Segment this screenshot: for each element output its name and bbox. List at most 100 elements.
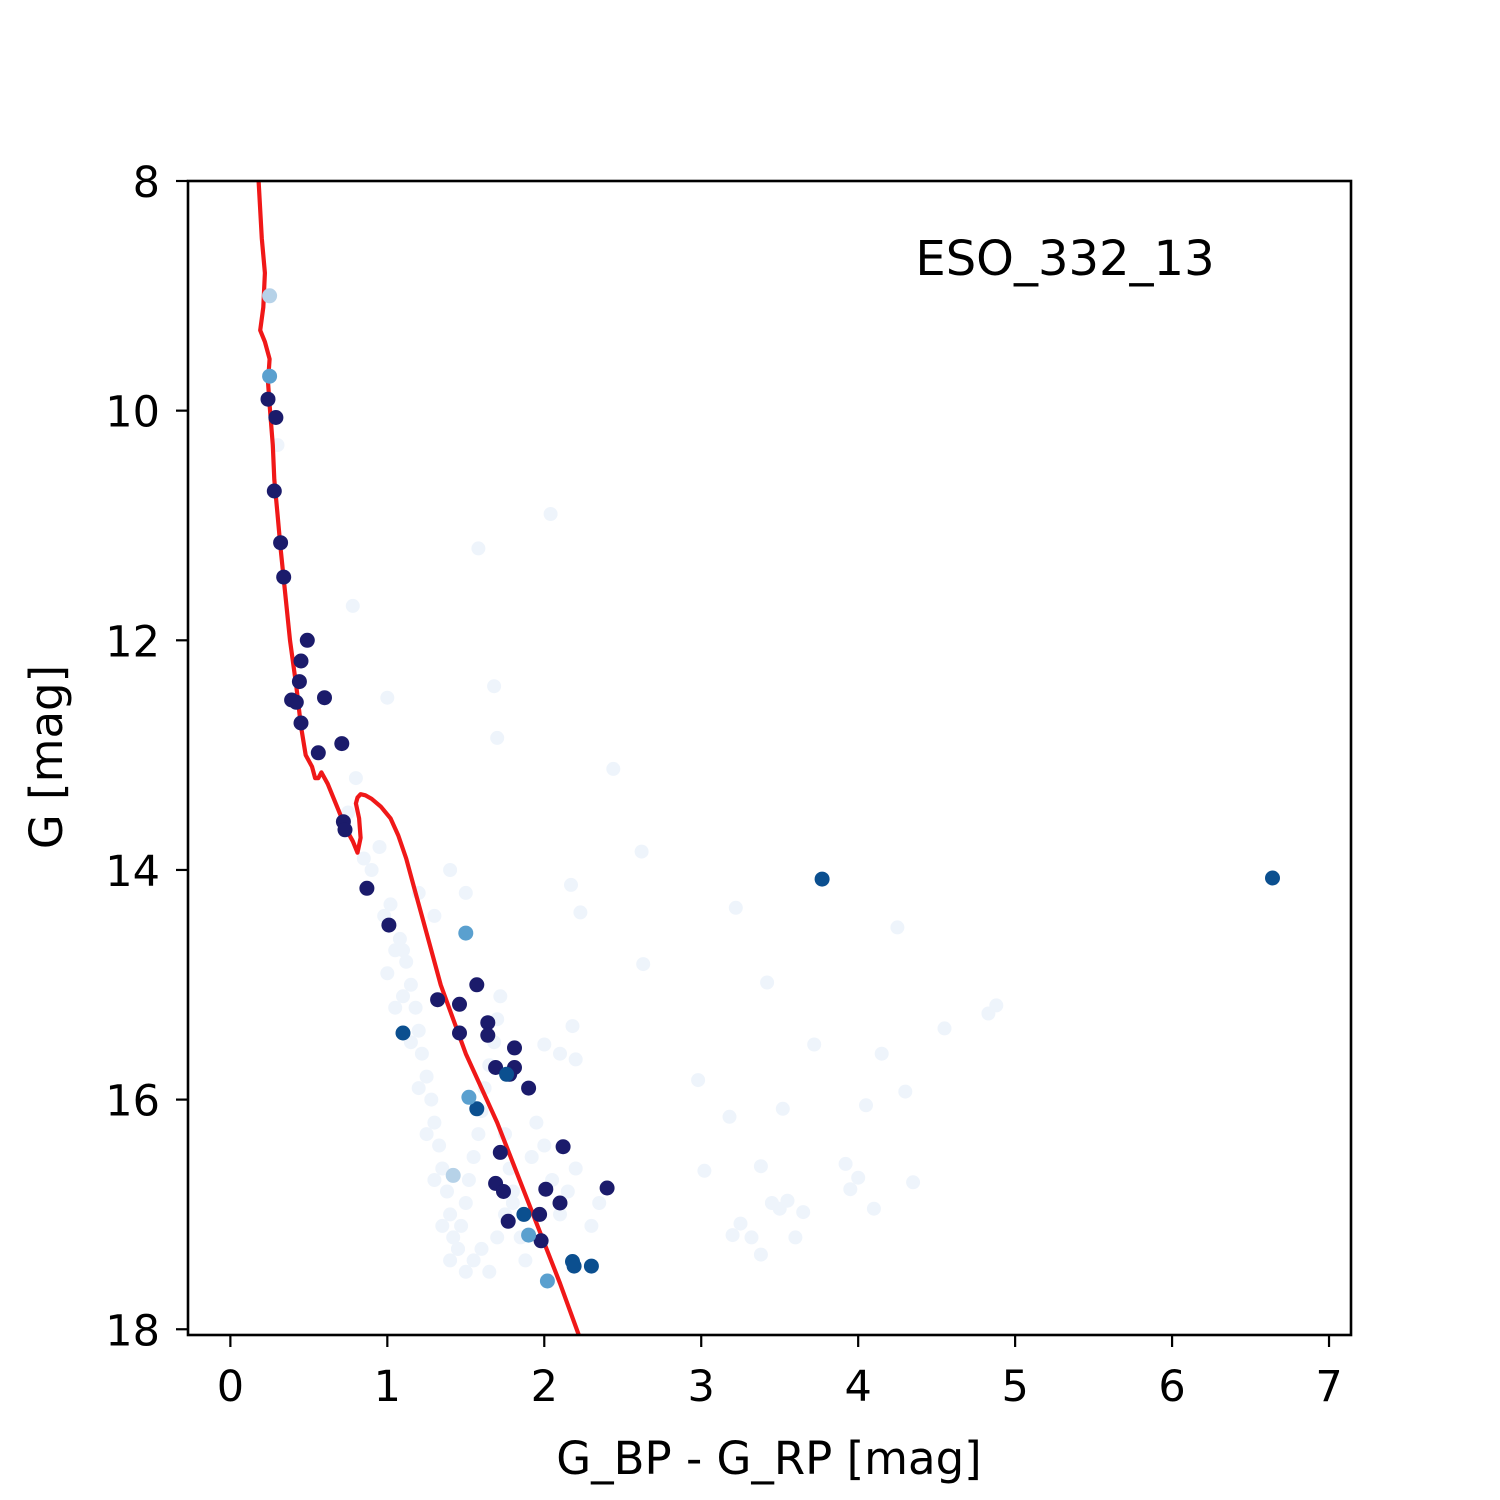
field-star-point-5-100 — [843, 1182, 858, 1197]
field-star-point-5-20 — [466, 1150, 481, 1164]
field-star-point-5-78 — [634, 844, 649, 859]
x-tick-label-1: 1 — [374, 1362, 401, 1412]
member-star-point-1-4 — [276, 569, 292, 585]
field-star-point-5-8 — [419, 1069, 434, 1084]
member-star-point-1-11 — [317, 690, 332, 706]
plot-frame — [186, 179, 1353, 1337]
field-star-point-5-69 — [443, 863, 458, 877]
field-star-point-5-33 — [524, 1150, 539, 1164]
field-star-point-5-5 — [408, 1000, 423, 1015]
field-star-point-5-101 — [851, 1170, 866, 1185]
member-star-point-3-1 — [458, 925, 474, 941]
field-star-point-5-111 — [775, 1101, 790, 1116]
member-stars-layer — [260, 288, 1280, 1289]
field-star-point-5-64 — [380, 966, 395, 981]
member-star-point-1-15 — [337, 822, 353, 838]
field-star-point-5-68 — [427, 908, 442, 923]
field-star-point-5-112 — [807, 1037, 822, 1052]
field-star-point-5-18 — [458, 1196, 473, 1210]
field-star-point-5-2 — [392, 931, 407, 946]
member-star-point-1-29 — [555, 1139, 571, 1155]
member-star-point-3-0 — [262, 368, 278, 384]
field-star-point-5-10 — [427, 1115, 442, 1130]
y-tick-label-5: 18 — [105, 1306, 160, 1356]
field-star-point-5-19 — [461, 1173, 476, 1187]
field-star-point-5-87 — [760, 975, 775, 990]
member-star-point-1-37 — [533, 1233, 549, 1249]
member-star-point-1-24 — [507, 1040, 522, 1056]
field-star-point-5-30 — [505, 1196, 520, 1210]
field-star-point-5-44 — [396, 989, 410, 1004]
field-star-point-5-107 — [906, 1175, 921, 1190]
field-star-point-5-37 — [553, 1207, 567, 1222]
member-star-point-2-1 — [1265, 870, 1280, 886]
field-star-point-5-12 — [435, 1161, 450, 1176]
member-star-point-2-3 — [469, 1101, 485, 1117]
field-star-point-5-82 — [565, 1019, 580, 1034]
field-star-point-5-62 — [364, 863, 379, 877]
x-tick-label-2: 2 — [531, 1362, 558, 1412]
member-star-point-1-25 — [488, 1060, 504, 1075]
field-star-point-5-49 — [435, 1218, 450, 1233]
field-star-point-5-6 — [411, 1023, 426, 1038]
field-star-point-5-106 — [898, 1084, 913, 1099]
field-star-point-5-4 — [403, 977, 418, 992]
field-star-point-5-41 — [592, 1196, 607, 1210]
member-star-point-1-38 — [492, 1144, 508, 1160]
member-star-point-2-5 — [516, 1206, 532, 1222]
x-tick-label-7: 7 — [1315, 1362, 1342, 1412]
cluster-name-annotation: ESO_332_13 — [915, 231, 1214, 287]
field-star-point-5-17 — [454, 1218, 469, 1233]
y-tick-label-0: 8 — [133, 158, 160, 208]
field-star-point-5-48 — [427, 1173, 442, 1187]
member-star-point-1-22 — [480, 1015, 496, 1031]
member-star-point-1-10 — [293, 715, 309, 731]
field-star-point-5-46 — [411, 1081, 426, 1096]
y-tick-label-3: 14 — [105, 847, 160, 897]
x-tick-label-6: 6 — [1158, 1362, 1185, 1412]
member-star-point-1-6 — [293, 653, 309, 669]
member-star-point-1-28 — [521, 1080, 537, 1096]
field-star-point-5-53 — [466, 1253, 481, 1268]
field-star-point-5-84 — [568, 1052, 583, 1067]
x-axis-title: G_BP - G_RP [mag] — [556, 1432, 981, 1485]
member-star-point-1-31 — [552, 1195, 568, 1211]
field-star-point-5-108 — [937, 1021, 952, 1036]
field-star-point-5-114 — [725, 1228, 740, 1243]
field-star-point-5-27 — [493, 989, 508, 1004]
field-star-point-5-55 — [482, 1264, 497, 1279]
member-star-point-2-8 — [583, 1258, 599, 1274]
member-star-point-1-19 — [452, 996, 467, 1012]
member-star-point-4-0 — [262, 288, 278, 304]
field-star-point-5-75 — [487, 679, 502, 694]
member-star-point-3-4 — [539, 1273, 555, 1289]
field-star-point-5-73 — [345, 598, 360, 613]
field-star-point-5-71 — [543, 507, 558, 521]
field-star-point-5-13 — [440, 1184, 454, 1199]
member-star-point-1-32 — [599, 1180, 615, 1196]
y-tick-label-2: 12 — [105, 617, 160, 667]
member-star-point-1-17 — [381, 917, 397, 933]
field-star-point-5-92 — [744, 1230, 759, 1245]
field-star-point-5-97 — [788, 1230, 803, 1245]
member-star-point-1-34 — [496, 1184, 511, 1199]
member-star-point-1-3 — [273, 535, 289, 551]
field-star-point-5-38 — [560, 1184, 575, 1199]
field-star-point-5-7 — [414, 1046, 429, 1061]
member-star-point-1-9 — [288, 694, 304, 710]
member-star-point-4-1 — [445, 1167, 461, 1183]
field-star-point-5-83 — [553, 1046, 567, 1061]
field-star-point-5-102 — [859, 1098, 873, 1113]
field-star-point-5-11 — [432, 1138, 447, 1153]
field-star-point-5-61 — [356, 851, 371, 866]
member-star-point-1-35 — [500, 1213, 516, 1229]
field-star-point-5-93 — [753, 1247, 768, 1262]
field-star-point-5-105 — [890, 920, 905, 935]
field-star-point-5-86 — [728, 900, 743, 915]
member-star-point-1-36 — [532, 1206, 548, 1222]
field-star-point-5-103 — [866, 1201, 881, 1216]
field-star-point-5-79 — [564, 877, 578, 892]
member-star-point-1-5 — [299, 632, 315, 648]
field-star-point-5-56 — [490, 1230, 505, 1245]
field-star-point-5-47 — [419, 1127, 434, 1142]
